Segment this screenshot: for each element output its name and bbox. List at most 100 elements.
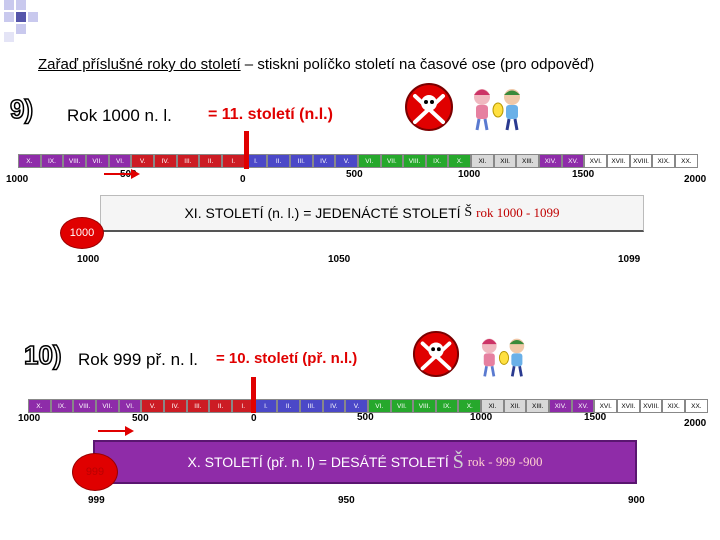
arrow-line [98,430,126,432]
century-cell-1[interactable]: IX. [50,399,74,413]
century-result-bar: X. STOLETÍ (př. n. l) = DESÁTÉ STOLETÍ Š… [93,440,637,484]
century-cell-6[interactable]: IV. [153,154,177,168]
century-cell-13[interactable]: IV. [322,399,346,413]
century-cell-7[interactable]: III. [186,399,210,413]
range-start: 1000 [77,254,100,265]
century-cell-18[interactable]: IX. [425,154,449,168]
result-range: rok - 999 -900 [467,454,543,469]
century-cell-25[interactable]: XVI. [584,154,608,168]
century-cell-9[interactable]: I. [221,154,245,168]
scale-label-2: 0 [251,413,257,424]
question-10-answer: = 10. století (př. n.l.) [216,350,358,367]
century-cell-26[interactable]: XVII. [607,154,630,168]
question-10-year: Rok 999 př. n. l. [78,350,199,369]
century-cell-27[interactable]: XVIII. [629,154,653,168]
century-cell-8[interactable]: II. [199,154,222,168]
century-cell-14[interactable]: V. [335,154,358,168]
range-end: 900 [628,495,645,506]
range-end: 1099 [618,254,641,265]
century-cell-28[interactable]: XIX. [652,154,676,168]
century-cell-29[interactable]: XX. [675,154,698,168]
result-symbol: Š [464,205,473,220]
result-range: rok 1000 - 1099 [476,205,560,220]
century-cell-22[interactable]: XIII. [526,399,550,413]
century-cell-16[interactable]: VII. [390,399,414,413]
arrow-line [104,173,132,175]
scale-label-5: 1500 [584,412,607,423]
century-cell-20[interactable]: XI. [481,399,504,413]
century-cell-2[interactable]: VIII. [63,154,86,168]
century-cell-6[interactable]: IV. [163,399,187,413]
century-cell-14[interactable]: V. [345,399,368,413]
century-cell-0[interactable]: X. [28,399,51,413]
century-cell-5[interactable]: V. [131,154,154,168]
century-cell-3[interactable]: VII. [85,154,109,168]
century-cell-0[interactable]: X. [18,154,41,168]
century-cell-10[interactable]: I. [244,154,268,168]
century-cell-5[interactable]: V. [141,399,164,413]
century-cell-10[interactable]: I. [254,399,278,413]
century-cell-19[interactable]: X. [448,154,472,168]
century-cell-3[interactable]: VII. [95,399,119,413]
century-cell-19[interactable]: X. [458,399,482,413]
title-underlined: Zařaď příslušné roky do století [38,56,241,73]
century-cell-17[interactable]: VIII. [403,154,426,168]
century-cell-15[interactable]: VI. [367,399,391,413]
title-rest: – stiskni políčko století na časové ose … [240,56,595,73]
century-cell-4[interactable]: VI. [118,399,142,413]
scale-label-4: 1000 [470,412,493,423]
scale-label-0: 1000 [18,413,41,424]
range-start: 999 [88,495,105,506]
century-cell-16[interactable]: VII. [380,154,404,168]
century-cell-26[interactable]: XVII. [617,399,640,413]
scale-label-5: 1500 [572,169,595,180]
question-9-answer: = 11. století (n.l.) [208,106,333,123]
century-cell-4[interactable]: VI. [108,154,132,168]
century-cell-23[interactable]: XIV. [549,399,572,413]
century-cell-11[interactable]: II. [277,399,300,413]
century-cell-15[interactable]: VI. [357,154,381,168]
year-badge: 1000 [60,217,104,249]
page-title: Zařaď příslušné roky do století – stiskn… [38,56,594,73]
century-cell-23[interactable]: XIV. [539,154,562,168]
century-cell-22[interactable]: XIII. [516,154,540,168]
century-cell-18[interactable]: IX. [435,399,459,413]
scale-label-0: 1000 [6,174,29,185]
century-cell-27[interactable]: XVIII. [639,399,663,413]
range-mid: 1050 [328,254,351,265]
arrow-right-icon [125,426,134,436]
century-cell-24[interactable]: XV. [561,154,585,168]
result-text: XI. STOLETÍ (n. l.) = JEDENÁCTÉ STOLETÍ [184,205,461,221]
century-result-bar: XI. STOLETÍ (n. l.) = JEDENÁCTÉ STOLETÍ … [100,195,644,232]
result-text: X. STOLETÍ (př. n. l) = DESÁTÉ STOLETÍ [187,454,449,470]
century-cell-21[interactable]: XII. [493,154,517,168]
children-icon [468,84,528,139]
scale-label-6: 2000 [684,174,707,185]
arrow-right-icon [131,169,140,179]
century-cell-12[interactable]: III. [299,399,323,413]
range-mid: 950 [338,495,355,506]
century-cell-2[interactable]: VIII. [73,399,96,413]
year-badge: 999 [72,453,118,491]
century-cell-24[interactable]: XV. [571,399,595,413]
century-cell-28[interactable]: XIX. [662,399,686,413]
century-cell-12[interactable]: III. [289,154,313,168]
century-cell-25[interactable]: XVI. [594,399,618,413]
century-cell-1[interactable]: IX. [40,154,64,168]
century-cell-29[interactable]: XX. [685,399,708,413]
century-cell-13[interactable]: IV. [312,154,336,168]
timeline-strip-2: X. IX. VIII. VII. VI. V. IV. III. II. I. I. II. III.… [28,399,708,413]
century-cell-11[interactable]: II. [267,154,290,168]
scale-label-1: 500 [132,413,149,424]
century-cell-8[interactable]: II. [209,399,232,413]
question-9-year: Rok 1000 n. l. [67,106,172,125]
century-cell-21[interactable]: XII. [503,399,527,413]
skull-icon[interactable] [404,82,454,137]
children-icon [476,334,532,385]
century-cell-20[interactable]: XI. [471,154,494,168]
skull-icon[interactable] [412,330,460,383]
century-cell-17[interactable]: VIII. [413,399,436,413]
century-cell-7[interactable]: III. [176,154,200,168]
question-number-9: 9) [9,93,34,125]
result-symbol: Š [452,450,464,473]
